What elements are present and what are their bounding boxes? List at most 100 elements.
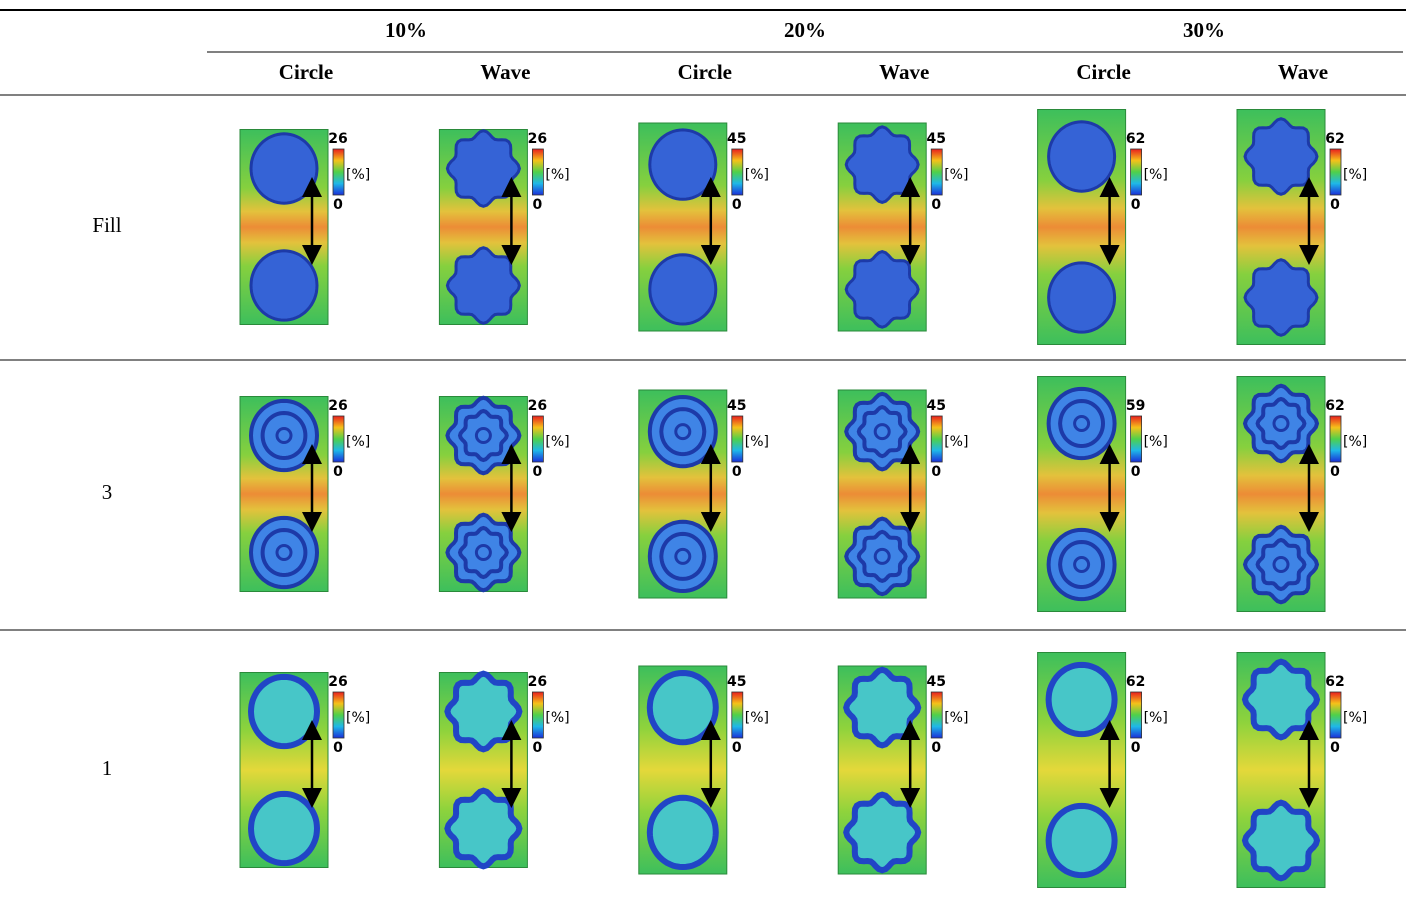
- colorbar-min: 0: [333, 464, 343, 480]
- colorbar-min: 0: [1330, 197, 1340, 213]
- colorbar-min: 0: [732, 740, 742, 756]
- colorbar-max: 45: [727, 674, 746, 690]
- region: [447, 131, 519, 207]
- region: [1245, 662, 1317, 738]
- colorbar: [532, 149, 543, 195]
- region: [1049, 122, 1115, 191]
- region: [447, 674, 519, 750]
- colorbar: [1131, 149, 1142, 195]
- colorbar-max: 62: [1126, 674, 1145, 690]
- region: [1049, 263, 1115, 332]
- table-figure: 10% 20% 30% Circle Wave Circle Wave Circle Wave F…: [0, 0, 1406, 904]
- colorbar-unit: [%]: [1144, 710, 1168, 726]
- colorbar-max: 62: [1126, 131, 1145, 147]
- colorbar-unit: [%]: [346, 710, 370, 726]
- column-header: Wave: [879, 60, 929, 84]
- colorbar-max: 62: [1325, 131, 1344, 147]
- colorbar: [532, 416, 543, 462]
- group-header: 30%: [1183, 18, 1225, 42]
- colorbar: [1330, 416, 1341, 462]
- colorbar-min: 0: [1330, 464, 1340, 480]
- colorbar-unit: [%]: [1144, 434, 1168, 450]
- colorbar: [1330, 692, 1341, 738]
- colorbar-unit: [%]: [745, 434, 769, 450]
- colorbar-unit: [%]: [745, 710, 769, 726]
- column-header: Circle: [678, 60, 732, 84]
- colorbar: [1330, 149, 1341, 195]
- region: [650, 673, 716, 742]
- colorbar-max: 45: [926, 398, 945, 414]
- row-label: Fill: [92, 213, 121, 237]
- colorbar-min: 0: [533, 740, 543, 756]
- group-header: 20%: [784, 18, 826, 42]
- region: [251, 134, 317, 203]
- colorbar-min: 0: [732, 464, 742, 480]
- column-header: Wave: [1278, 60, 1328, 84]
- region: [846, 127, 918, 203]
- colorbar: [931, 149, 942, 195]
- colorbar-unit: [%]: [346, 434, 370, 450]
- region: [650, 130, 716, 199]
- colorbar: [333, 149, 344, 195]
- row-label: 1: [102, 756, 113, 780]
- colorbar-unit: [%]: [1144, 167, 1168, 183]
- colorbar-min: 0: [333, 197, 343, 213]
- colorbar-unit: [%]: [1343, 167, 1367, 183]
- colorbar-max: 62: [1325, 674, 1344, 690]
- region: [447, 791, 519, 867]
- region: [251, 677, 317, 746]
- colorbar-max: 45: [926, 674, 945, 690]
- colorbar: [1131, 692, 1142, 738]
- colorbar-max: 26: [528, 674, 547, 690]
- colorbar-max: 59: [1126, 398, 1145, 414]
- region: [650, 798, 716, 867]
- colorbar-unit: [%]: [745, 167, 769, 183]
- column-header: Circle: [1076, 60, 1130, 84]
- colorbar-min: 0: [931, 740, 941, 756]
- colorbar-max: 26: [528, 131, 547, 147]
- region: [1049, 665, 1115, 734]
- group-header: 10%: [385, 18, 427, 42]
- colorbar-min: 0: [333, 740, 343, 756]
- colorbar-min: 0: [931, 197, 941, 213]
- region: [1245, 260, 1317, 336]
- region: [1245, 803, 1317, 879]
- colorbar: [532, 692, 543, 738]
- colorbar: [732, 416, 743, 462]
- colorbar-min: 0: [931, 464, 941, 480]
- colorbar-unit: [%]: [545, 167, 569, 183]
- row-label: 3: [102, 480, 113, 504]
- colorbar-unit: [%]: [1343, 710, 1367, 726]
- colorbar-max: 62: [1325, 398, 1344, 414]
- colorbar: [931, 416, 942, 462]
- colorbar-unit: [%]: [944, 710, 968, 726]
- region: [1049, 806, 1115, 875]
- colorbar-min: 0: [533, 464, 543, 480]
- colorbar-unit: [%]: [545, 434, 569, 450]
- colorbar-unit: [%]: [1343, 434, 1367, 450]
- colorbar-max: 45: [926, 131, 945, 147]
- colorbar-unit: [%]: [545, 710, 569, 726]
- colorbar-min: 0: [1330, 740, 1340, 756]
- colorbar-min: 0: [533, 197, 543, 213]
- colorbar: [1131, 416, 1142, 462]
- colorbar-unit: [%]: [346, 167, 370, 183]
- colorbar-unit: [%]: [944, 434, 968, 450]
- column-header: Wave: [480, 60, 530, 84]
- region: [447, 248, 519, 324]
- region: [846, 670, 918, 746]
- colorbar-min: 0: [1131, 464, 1141, 480]
- colorbar-unit: [%]: [944, 167, 968, 183]
- colorbar: [931, 692, 942, 738]
- column-header: Circle: [279, 60, 333, 84]
- colorbar-max: 26: [328, 674, 347, 690]
- colorbar: [732, 149, 743, 195]
- colorbar-min: 0: [1131, 740, 1141, 756]
- region: [846, 795, 918, 871]
- colorbar: [333, 416, 344, 462]
- colorbar-min: 0: [1131, 197, 1141, 213]
- region: [1245, 119, 1317, 195]
- region: [846, 252, 918, 328]
- colorbar-max: 45: [727, 398, 746, 414]
- colorbar: [732, 692, 743, 738]
